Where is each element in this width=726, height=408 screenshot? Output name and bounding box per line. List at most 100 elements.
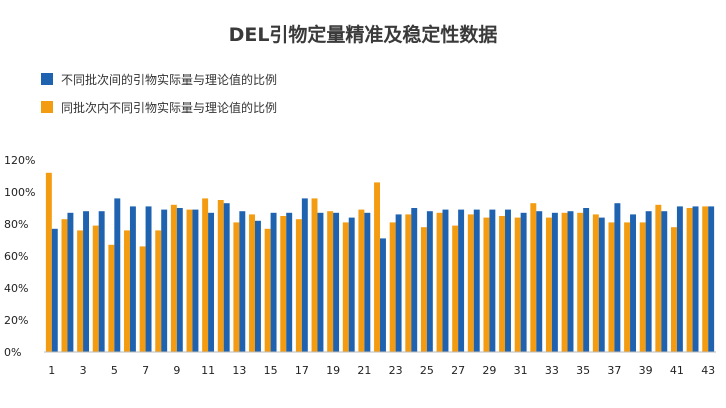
bar-blue-21 bbox=[364, 212, 371, 352]
bar-blue-26 bbox=[442, 209, 449, 352]
bar-blue-35 bbox=[583, 208, 590, 352]
y-tick-label: 80% bbox=[4, 218, 28, 231]
bar-orange-4 bbox=[92, 225, 99, 352]
x-tick-label: 43 bbox=[701, 364, 715, 377]
bar-blue-23 bbox=[395, 214, 402, 352]
legend-swatch-orange bbox=[41, 101, 53, 113]
legend-label-blue: 不同批次间的引物实际量与理论值的比例 bbox=[61, 72, 278, 87]
bar-blue-20 bbox=[348, 217, 355, 352]
x-tick-label: 17 bbox=[295, 364, 309, 377]
bar-blue-9 bbox=[176, 208, 183, 352]
bar-orange-10 bbox=[186, 209, 193, 352]
x-tick-label: 35 bbox=[576, 364, 590, 377]
bar-orange-6 bbox=[124, 230, 130, 352]
bar-blue-3 bbox=[83, 211, 90, 352]
x-tick-label: 25 bbox=[420, 364, 434, 377]
bar-orange-39 bbox=[639, 222, 646, 352]
bar-blue-17 bbox=[301, 198, 308, 352]
bar-blue-16 bbox=[286, 212, 293, 352]
y-tick-label: 120% bbox=[4, 154, 35, 167]
x-tick-label: 3 bbox=[80, 364, 87, 377]
bar-blue-37 bbox=[614, 203, 621, 352]
bar-blue-12 bbox=[223, 203, 230, 352]
bar-orange-14 bbox=[249, 214, 255, 352]
bar-orange-37 bbox=[608, 222, 615, 352]
legend-label-orange: 同批次内不同引物实际量与理论值的比例 bbox=[61, 100, 278, 115]
bar-blue-42 bbox=[692, 206, 699, 352]
x-tick-label: 1 bbox=[48, 364, 55, 377]
bar-orange-11 bbox=[202, 198, 209, 352]
bar-orange-40 bbox=[655, 204, 662, 352]
bar-orange-38 bbox=[624, 222, 631, 352]
bar-orange-15 bbox=[264, 228, 271, 352]
x-tick-label: 9 bbox=[173, 364, 180, 377]
bar-blue-27 bbox=[458, 209, 465, 352]
bar-blue-33 bbox=[551, 212, 558, 352]
bar-blue-7 bbox=[145, 206, 152, 352]
bar-orange-42 bbox=[686, 208, 693, 352]
bar-blue-1 bbox=[51, 228, 58, 352]
bar-orange-22 bbox=[374, 182, 380, 352]
bar-orange-43 bbox=[702, 206, 709, 352]
bar-orange-30 bbox=[499, 216, 506, 352]
bar-orange-5 bbox=[108, 244, 115, 352]
y-tick-label: 20% bbox=[4, 314, 28, 327]
bar-blue-29 bbox=[489, 209, 496, 352]
bar-orange-31 bbox=[514, 217, 521, 352]
x-tick-label: 23 bbox=[389, 364, 403, 377]
bar-blue-11 bbox=[208, 212, 215, 352]
x-tick-label: 19 bbox=[326, 364, 340, 377]
bar-blue-31 bbox=[520, 212, 527, 352]
bar-blue-28 bbox=[473, 209, 480, 352]
bar-orange-24 bbox=[405, 214, 412, 352]
bar-blue-39 bbox=[645, 211, 652, 352]
bar-orange-1 bbox=[45, 172, 52, 352]
x-tick-label: 33 bbox=[545, 364, 559, 377]
bar-orange-25 bbox=[420, 227, 427, 352]
bar-blue-38 bbox=[630, 214, 636, 352]
bar-orange-8 bbox=[155, 230, 162, 352]
bar-blue-18 bbox=[317, 212, 324, 352]
bar-blue-41 bbox=[676, 206, 683, 352]
bar-orange-17 bbox=[295, 219, 302, 352]
bar-blue-36 bbox=[598, 217, 605, 352]
bar-orange-33 bbox=[545, 217, 552, 352]
bar-blue-22 bbox=[380, 238, 386, 352]
bar-blue-34 bbox=[567, 211, 574, 352]
bar-orange-23 bbox=[389, 222, 396, 352]
legend-swatch-blue bbox=[41, 73, 53, 85]
chart-title: DEL引物定量精准及稳定性数据 bbox=[228, 24, 498, 46]
x-tick-label: 13 bbox=[232, 364, 246, 377]
y-tick-label: 0% bbox=[4, 346, 21, 359]
x-tick-label: 31 bbox=[514, 364, 528, 377]
bar-blue-19 bbox=[333, 212, 340, 352]
bar-blue-43 bbox=[708, 206, 715, 352]
bar-orange-28 bbox=[467, 214, 474, 352]
bar-blue-8 bbox=[161, 209, 168, 352]
bar-orange-12 bbox=[217, 200, 224, 352]
chart-legend: 不同批次间的引物实际量与理论值的比例 同批次内不同引物实际量与理论值的比例 bbox=[41, 72, 277, 128]
bar-orange-21 bbox=[358, 209, 365, 352]
bar-orange-29 bbox=[483, 217, 490, 352]
x-tick-label: 27 bbox=[451, 364, 465, 377]
bar-orange-41 bbox=[670, 227, 677, 352]
bar-orange-3 bbox=[77, 230, 84, 352]
bar-orange-7 bbox=[139, 246, 146, 352]
bar-orange-20 bbox=[342, 222, 349, 352]
bar-orange-35 bbox=[577, 212, 584, 352]
bar-orange-13 bbox=[233, 222, 240, 352]
x-tick-label: 39 bbox=[639, 364, 653, 377]
x-tick-label: 11 bbox=[201, 364, 215, 377]
bar-blue-40 bbox=[661, 211, 668, 352]
legend-item-batch-within: 同批次内不同引物实际量与理论值的比例 bbox=[41, 100, 278, 115]
bar-orange-16 bbox=[280, 216, 287, 352]
bar-blue-14 bbox=[254, 220, 261, 352]
bar-blue-13 bbox=[239, 211, 246, 352]
bar-blue-15 bbox=[270, 212, 277, 352]
bar-orange-36 bbox=[592, 214, 599, 352]
y-tick-label: 60% bbox=[4, 250, 28, 263]
x-tick-label: 29 bbox=[482, 364, 496, 377]
bar-blue-10 bbox=[192, 209, 199, 352]
